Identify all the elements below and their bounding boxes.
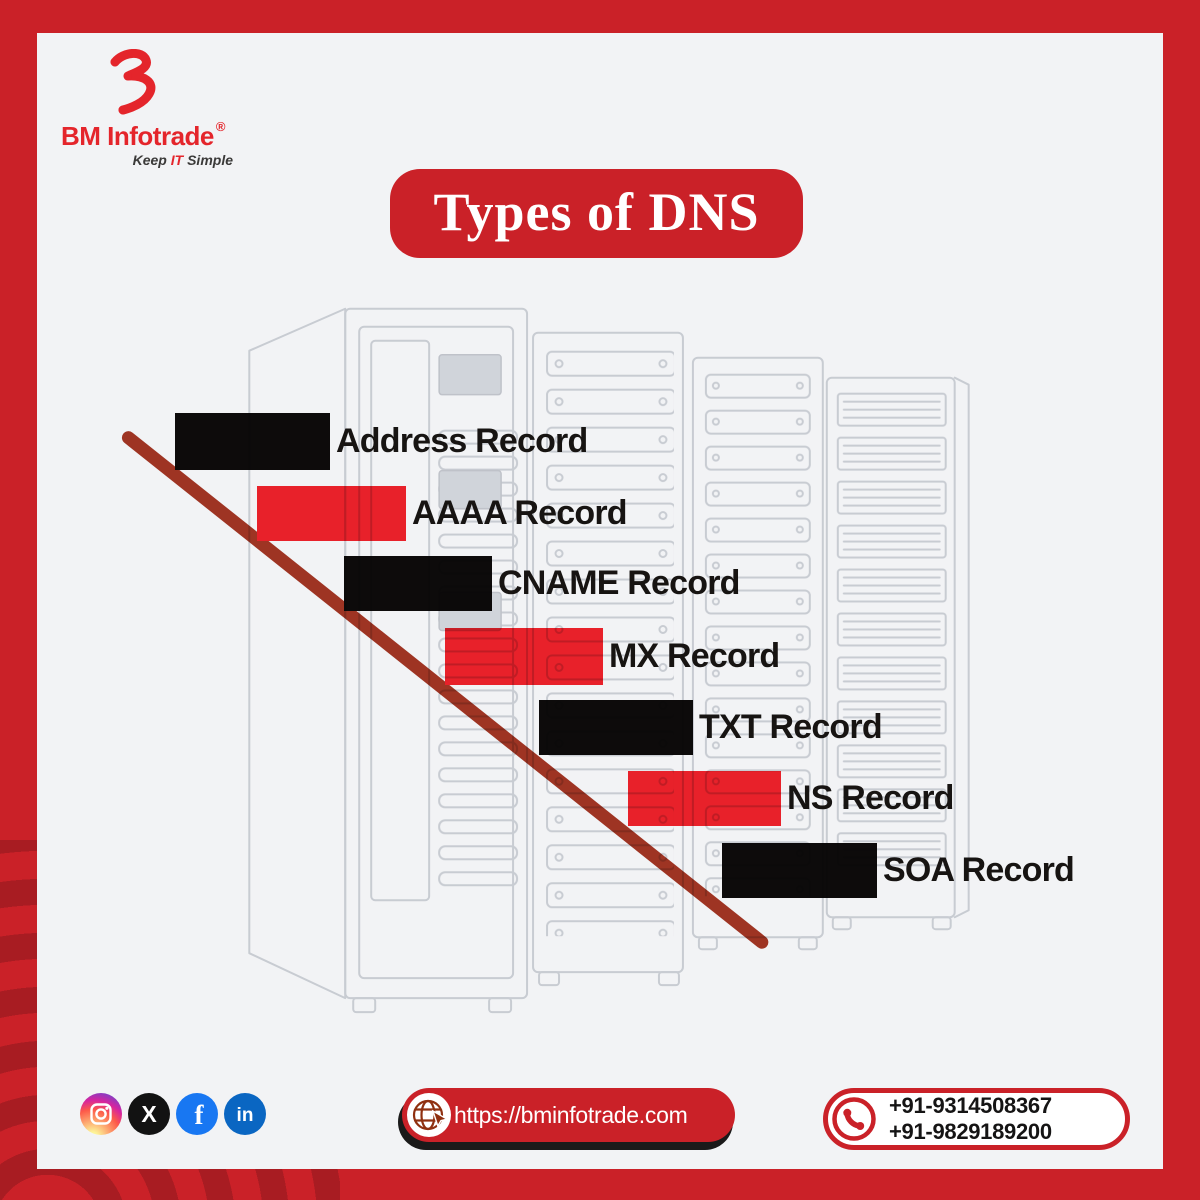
dns-record-label: Address Record xyxy=(336,422,588,460)
brand-name: BM Infotrade ® xyxy=(61,119,226,151)
dns-record-bar xyxy=(257,486,406,541)
facebook-icon[interactable]: f xyxy=(175,1092,219,1136)
phone-number-2: +91-9829189200 xyxy=(889,1119,1052,1144)
svg-text:in: in xyxy=(237,1105,254,1126)
record-labels-layer: Address Record AAAA Record CNAME Record MX … xyxy=(37,33,1163,1169)
content-area: BM Infotrade ® Keep IT Simple Types of DN… xyxy=(37,33,1163,1169)
dns-record-bar xyxy=(175,413,330,470)
svg-text:f: f xyxy=(195,1100,205,1130)
globe-icon xyxy=(407,1093,451,1137)
website-url: https://bminfotrade.com xyxy=(454,1101,688,1128)
social-icons-row: X f in xyxy=(79,1092,267,1136)
dns-record-label: CNAME Record xyxy=(498,564,740,602)
dns-record-label: NS Record xyxy=(787,779,954,817)
dns-record-label: MX Record xyxy=(609,637,780,675)
dns-record-label: SOA Record xyxy=(883,851,1075,889)
phone-pill[interactable]: +91-9314508367 +91-9829189200 xyxy=(823,1088,1130,1150)
svg-text:X: X xyxy=(141,1101,157,1127)
phone-number-1: +91-9314508367 xyxy=(889,1093,1052,1118)
page-title: Types of DNS xyxy=(390,169,803,258)
phone-icon xyxy=(832,1097,876,1141)
dns-record-label: AAAA Record xyxy=(412,494,628,532)
brand-tagline: Keep IT Simple xyxy=(132,152,233,168)
website-pill[interactable]: https://bminfotrade.com xyxy=(402,1088,735,1142)
linkedin-icon[interactable]: in xyxy=(223,1092,267,1136)
registered-mark: ® xyxy=(215,119,226,135)
phone-numbers: +91-9314508367 +91-9829189200 xyxy=(889,1093,1052,1145)
instagram-icon[interactable] xyxy=(79,1092,123,1136)
x-icon[interactable]: X xyxy=(127,1092,171,1136)
dns-record-label: TXT Record xyxy=(699,708,883,746)
bm-infotrade-logo-icon xyxy=(110,49,156,115)
server-rack-illustration xyxy=(37,33,1163,1169)
